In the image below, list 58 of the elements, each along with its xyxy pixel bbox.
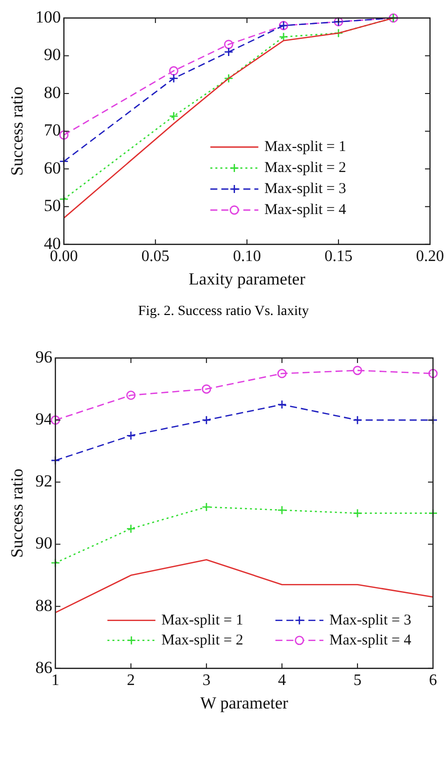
legend-label: Max-split = 3: [264, 180, 346, 197]
x-tick-label: 2: [126, 672, 135, 690]
x-tick-label: 3: [202, 672, 210, 690]
x-tick-label: 0.20: [416, 248, 444, 266]
y-tick-label: 92: [35, 472, 52, 491]
x-tick-label: 5: [353, 672, 362, 690]
y-tick-label: 90: [35, 534, 52, 553]
caption: Fig. 2. Success ratio Vs. laxity: [137, 303, 310, 321]
point: [169, 111, 178, 121]
point: [224, 40, 234, 50]
y-tick-label: 100: [35, 7, 61, 26]
y-tick-label: 86: [35, 658, 52, 677]
point: [278, 32, 288, 42]
y-tick-label: 60: [44, 158, 61, 178]
point: [202, 384, 212, 394]
x-tick-label: 6: [429, 672, 437, 690]
x-axis-title: W parameter: [200, 693, 288, 712]
legend-label: Max-split = 4: [264, 202, 347, 218]
point: [428, 368, 438, 378]
y-tick-label: 80: [44, 82, 61, 102]
point: [352, 415, 362, 425]
y-axis-title: Success ratio: [8, 86, 27, 176]
y-tick-label: 94: [35, 410, 53, 429]
legend-label: Max-split = 2: [264, 160, 346, 176]
point: [126, 524, 136, 534]
point: [352, 508, 362, 518]
point: [169, 66, 178, 76]
legend-label: Max-split = 3: [329, 612, 412, 628]
point: [277, 368, 287, 378]
point: [202, 415, 212, 425]
point: [126, 430, 136, 440]
x-tick-label: 4: [278, 672, 286, 690]
y-tick-label: 96: [35, 347, 52, 366]
point: [126, 390, 136, 400]
y-tick-label: 70: [44, 120, 61, 140]
x-tick-label: 0.10: [232, 248, 261, 266]
point: [224, 74, 234, 84]
point: [277, 400, 287, 410]
point: [169, 74, 178, 84]
point: [277, 505, 287, 515]
x-tick-label: 0.05: [141, 248, 170, 266]
legend-label: Max-split = 1: [161, 612, 244, 628]
legend-label: Max-split = 4: [329, 632, 412, 648]
y-tick-label: 90: [44, 45, 61, 64]
x-tick-label: 0.00: [50, 248, 78, 266]
point: [334, 28, 344, 38]
legend-label: Max-split = 1: [264, 138, 346, 155]
y-tick-label: 50: [44, 196, 61, 216]
y-tick-label: 88: [35, 596, 52, 615]
y-axis-title: Success ratio: [8, 468, 27, 558]
x-tick-label: 1: [51, 672, 60, 690]
point: [352, 366, 362, 376]
point: [59, 130, 69, 140]
x-axis-title: Laxity parameter: [188, 269, 306, 288]
legend-label: Max-split = 2: [161, 632, 244, 648]
point: [224, 47, 234, 57]
point: [202, 502, 212, 512]
x-tick-label: 0.15: [324, 248, 352, 266]
